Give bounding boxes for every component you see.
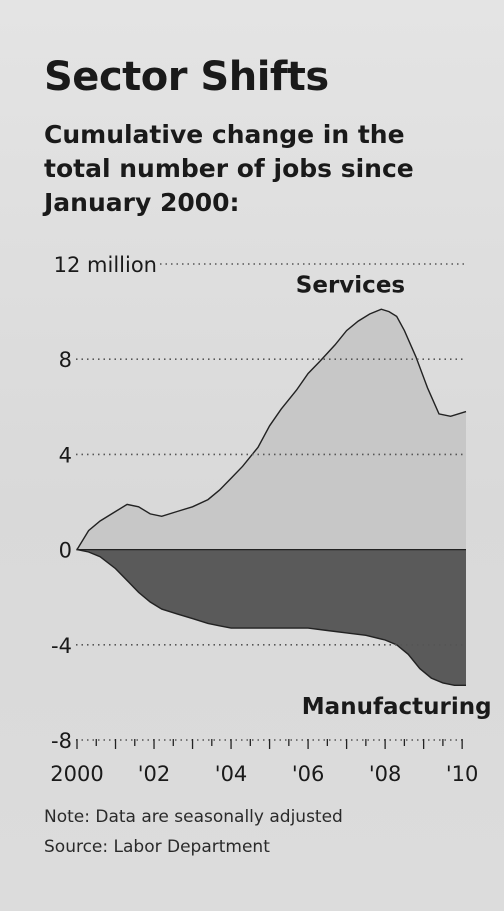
- x-tick-label: 2000: [50, 762, 103, 786]
- source-text: Source: Labor Department: [44, 837, 270, 857]
- chart-title: Sector Shifts: [44, 54, 329, 100]
- manufacturing-area: [77, 549, 466, 686]
- manufacturing-label: Manufacturing: [302, 694, 492, 720]
- x-tick-label: '02: [138, 762, 171, 786]
- x-tick-label: '08: [369, 762, 402, 786]
- chart-subtitle: Cumulative change in the total number of…: [44, 120, 414, 217]
- y-tick-label: -8: [51, 729, 72, 753]
- services-label: Services: [296, 273, 405, 299]
- chart-footer: Note: Data are seasonally adjusted Sourc…: [44, 802, 343, 862]
- y-tick-label: 8: [59, 348, 72, 372]
- y-tick-label: -4: [51, 634, 72, 658]
- x-tick-label: '10: [446, 762, 479, 786]
- note-text: Note: Data are seasonally adjusted: [44, 807, 343, 827]
- services-line: [76, 308, 467, 550]
- y-tick-label: 12 million: [54, 253, 157, 277]
- x-tick-label: '06: [292, 762, 325, 786]
- x-tick-label: '04: [215, 762, 248, 786]
- services-area: [77, 309, 466, 550]
- manufacturing-line: [76, 548, 466, 686]
- y-tick-label: 0: [59, 539, 72, 563]
- y-tick-label: 4: [59, 443, 72, 467]
